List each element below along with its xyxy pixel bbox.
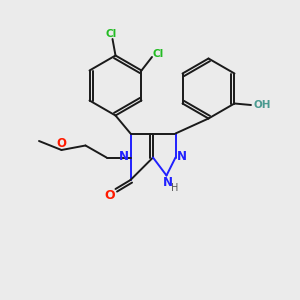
- Text: OH: OH: [254, 100, 271, 110]
- Text: O: O: [56, 137, 66, 150]
- Text: Cl: Cl: [153, 49, 164, 59]
- Text: N: N: [119, 150, 129, 164]
- Text: N: N: [177, 150, 187, 164]
- Text: N: N: [163, 176, 173, 189]
- Text: Cl: Cl: [105, 28, 117, 39]
- Text: O: O: [105, 189, 116, 202]
- Text: H: H: [171, 183, 178, 193]
